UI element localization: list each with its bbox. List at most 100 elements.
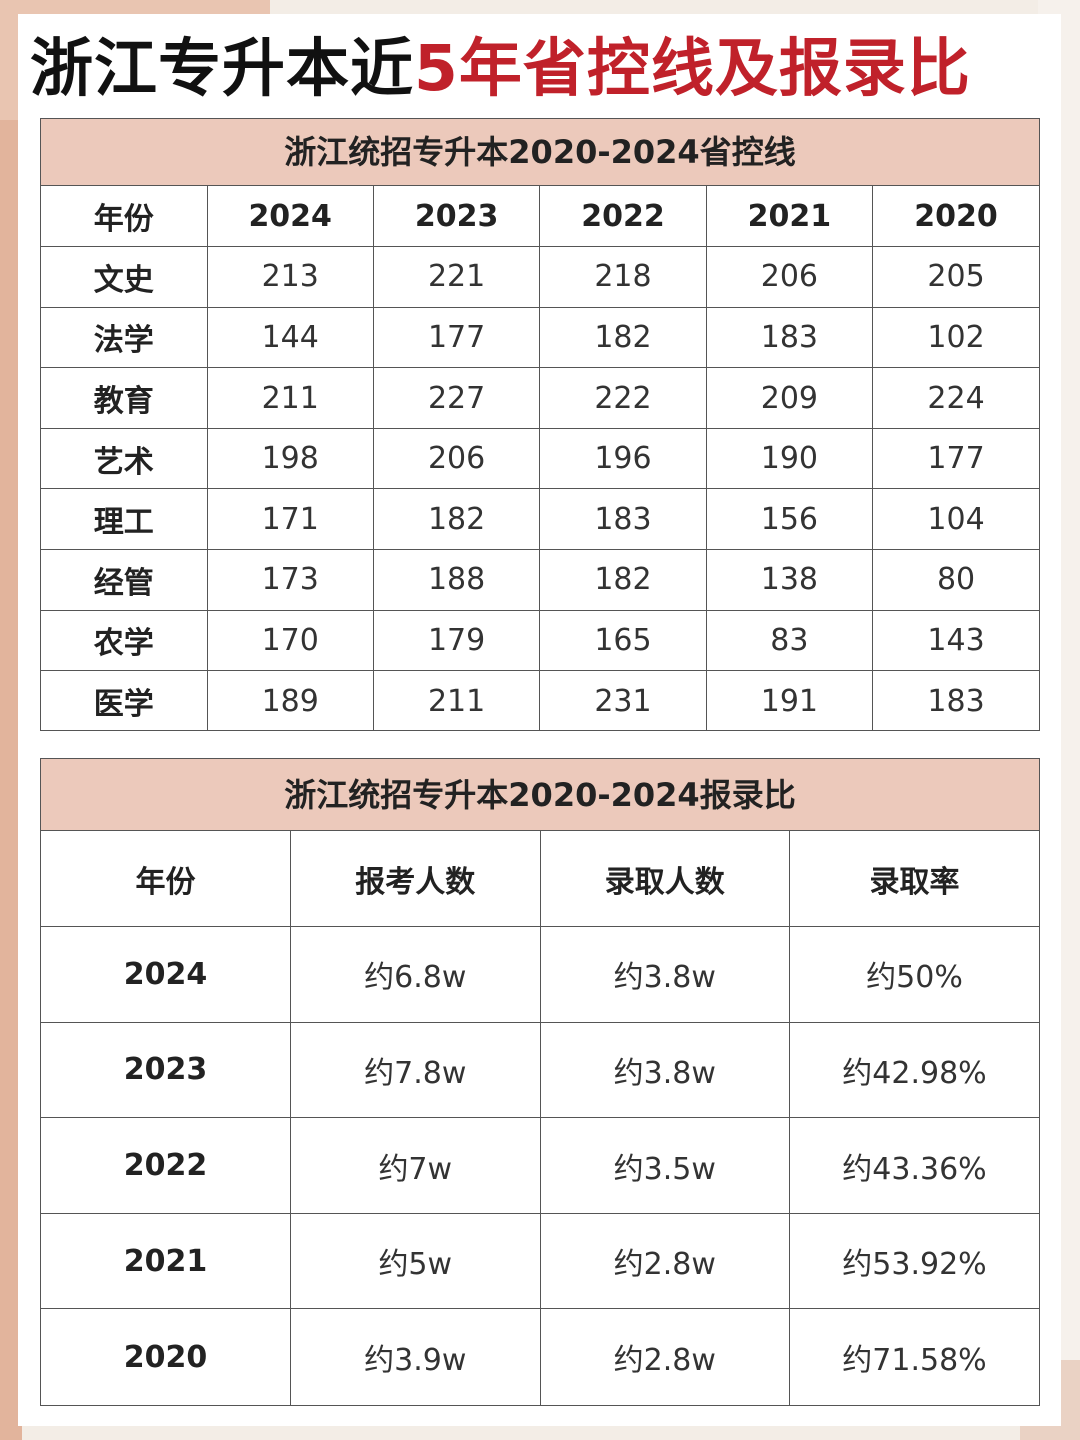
table-cell: 138: [705, 549, 874, 611]
table-cell: 144: [206, 306, 374, 369]
column-header-cell: 录取人数: [539, 831, 790, 928]
row-label-cell: 2023: [41, 1021, 291, 1119]
table-cell: 约50%: [789, 926, 1039, 1023]
row-label-cell: 2022: [41, 1117, 291, 1214]
table-cell: 约71.58%: [789, 1308, 1039, 1405]
table-cell: 183: [705, 306, 874, 369]
admission-ratio-table: 浙江统招专升本2020-2024报录比 年份 报考人数 录取人数 录取率 2024 约6.…: [40, 758, 1040, 1406]
row-label-cell: 2021: [41, 1212, 291, 1310]
table-cell: 约43.36%: [789, 1117, 1039, 1214]
row-label-cell: 法学: [41, 306, 208, 369]
admission-ratio-row: 2022 约7w 约3.5w 约43.36%: [41, 1117, 1039, 1214]
control-line-row: 教育 211 227 222 209 224: [41, 367, 1039, 429]
row-label-cell: 理工: [41, 488, 208, 551]
column-header-cell: 年份: [41, 186, 208, 248]
table-cell: 209: [705, 367, 874, 429]
table-cell: 约53.92%: [789, 1212, 1039, 1310]
column-header-cell: 2020: [872, 186, 1039, 248]
control-line-header-row: 年份 2024 2023 2022 2021 2020: [41, 186, 1039, 248]
control-line-row: 理工 171 182 183 156 104: [41, 488, 1039, 551]
row-label-cell: 文史: [41, 246, 208, 308]
admission-ratio-row: 2020 约3.9w 约2.8w 约71.58%: [41, 1308, 1039, 1405]
row-label-cell: 教育: [41, 367, 208, 429]
table-cell: 205: [872, 246, 1039, 308]
table-cell: 83: [705, 609, 874, 672]
row-label-cell: 医学: [41, 670, 208, 732]
table-cell: 183: [539, 488, 707, 551]
table-cell: 190: [705, 427, 874, 490]
admission-ratio-row: 2024 约6.8w 约3.8w 约50%: [41, 926, 1039, 1023]
table-cell: 182: [372, 488, 541, 551]
table-cell: 177: [872, 427, 1039, 490]
row-label-cell: 2024: [41, 926, 291, 1023]
table-cell: 约2.8w: [539, 1212, 790, 1310]
table-cell: 179: [372, 609, 541, 672]
table-cell: 约5w: [290, 1212, 541, 1310]
table-cell: 191: [705, 670, 874, 732]
table-cell: 213: [206, 246, 374, 308]
table-cell: 171: [206, 488, 374, 551]
control-line-row: 法学 144 177 182 183 102: [41, 306, 1039, 369]
table-cell: 102: [872, 306, 1039, 369]
column-header-cell: 2022: [539, 186, 707, 248]
row-label-cell: 2020: [41, 1308, 291, 1405]
table-cell: 约42.98%: [789, 1021, 1039, 1119]
table-cell: 221: [372, 246, 541, 308]
table-cell: 198: [206, 427, 374, 490]
table-cell: 约3.5w: [539, 1117, 790, 1214]
column-header-cell: 2021: [705, 186, 874, 248]
table-cell: 约3.9w: [290, 1308, 541, 1405]
table-cell: 189: [206, 670, 374, 732]
control-line-grid: 年份 2024 2023 2022 2021 2020 文史 213 221 218 206 205 法…: [41, 186, 1039, 732]
row-label-cell: 农学: [41, 609, 208, 672]
table-cell: 206: [705, 246, 874, 308]
table-cell: 218: [539, 246, 707, 308]
admission-ratio-row: 2021 约5w 约2.8w 约53.92%: [41, 1212, 1039, 1310]
row-label-cell: 艺术: [41, 427, 208, 490]
column-header-cell: 2023: [372, 186, 541, 248]
control-line-table: 浙江统招专升本2020-2024省控线 年份 2024 2023 2022 2021 20…: [40, 118, 1040, 732]
column-header-cell: 录取率: [789, 831, 1039, 928]
table-cell: 约7w: [290, 1117, 541, 1214]
admission-ratio-grid: 年份 报考人数 录取人数 录取率 2024 约6.8w 约3.8w 约50% 2023 约7.8w…: [41, 831, 1039, 1405]
table-cell: 约3.8w: [539, 1021, 790, 1119]
page-title-part1: 浙江专升本近: [30, 32, 414, 105]
admission-ratio-row: 2023 约7.8w 约3.8w 约42.98%: [41, 1021, 1039, 1119]
table-cell: 165: [539, 609, 707, 672]
control-line-table-caption: 浙江统招专升本2020-2024省控线: [41, 119, 1039, 186]
background-block-left: [0, 120, 22, 1440]
table-cell: 约2.8w: [539, 1308, 790, 1405]
table-cell: 231: [539, 670, 707, 732]
table-cell: 156: [705, 488, 874, 551]
table-cell: 196: [539, 427, 707, 490]
table-cell: 80: [872, 549, 1039, 611]
table-cell: 183: [872, 670, 1039, 732]
column-header-cell: 报考人数: [290, 831, 541, 928]
table-cell: 188: [372, 549, 541, 611]
table-cell: 177: [372, 306, 541, 369]
control-line-row: 文史 213 221 218 206 205: [41, 246, 1039, 308]
table-cell: 222: [539, 367, 707, 429]
table-cell: 182: [539, 549, 707, 611]
table-cell: 211: [206, 367, 374, 429]
table-cell: 173: [206, 549, 374, 611]
table-cell: 206: [372, 427, 541, 490]
table-cell: 170: [206, 609, 374, 672]
column-header-cell: 2024: [206, 186, 374, 248]
table-cell: 211: [372, 670, 541, 732]
control-line-row: 农学 170 179 165 83 143: [41, 609, 1039, 672]
admission-ratio-table-caption: 浙江统招专升本2020-2024报录比: [41, 759, 1039, 831]
table-cell: 143: [872, 609, 1039, 672]
table-cell: 104: [872, 488, 1039, 551]
control-line-row: 医学 189 211 231 191 183: [41, 670, 1039, 732]
table-cell: 约6.8w: [290, 926, 541, 1023]
row-label-cell: 经管: [41, 549, 208, 611]
admission-ratio-header-row: 年份 报考人数 录取人数 录取率: [41, 831, 1039, 928]
table-cell: 约7.8w: [290, 1021, 541, 1119]
table-cell: 227: [372, 367, 541, 429]
table-cell: 182: [539, 306, 707, 369]
table-cell: 224: [872, 367, 1039, 429]
table-cell: 约3.8w: [539, 926, 790, 1023]
page-title: 浙江专升本近5年省控线及报录比: [30, 30, 1060, 108]
control-line-row: 经管 173 188 182 138 80: [41, 549, 1039, 611]
